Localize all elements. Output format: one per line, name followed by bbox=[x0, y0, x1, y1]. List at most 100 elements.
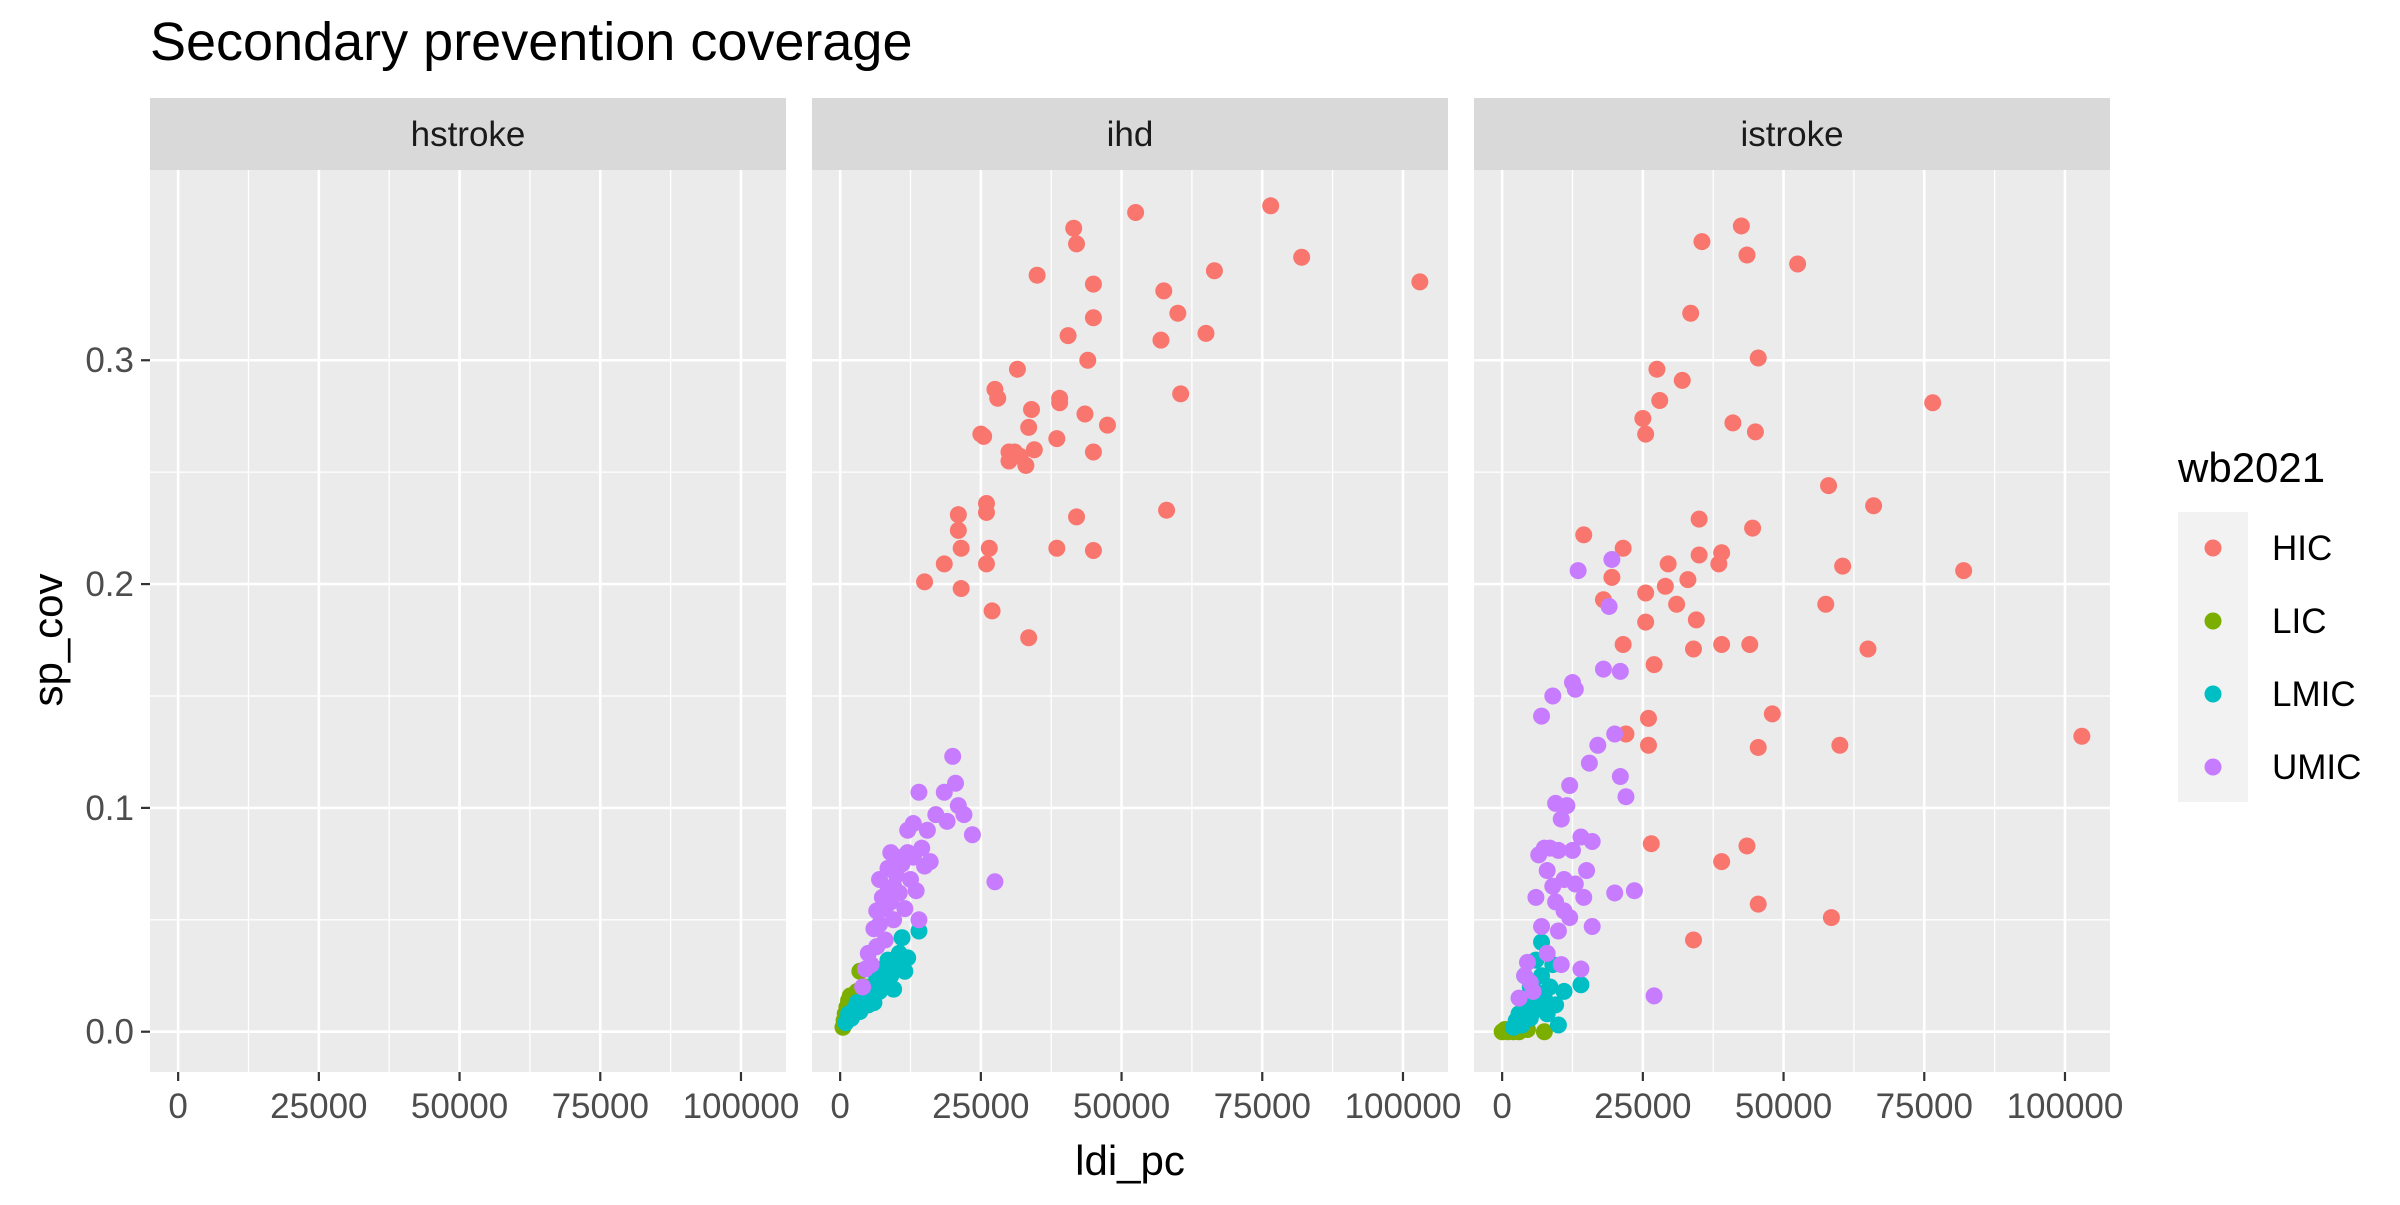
x-tick-label: 50000 bbox=[1073, 1087, 1170, 1126]
data-point bbox=[1155, 282, 1173, 300]
data-point bbox=[1524, 982, 1542, 1000]
data-point bbox=[1538, 944, 1556, 962]
data-point bbox=[1642, 835, 1660, 853]
data-point bbox=[1575, 526, 1593, 544]
data-point bbox=[918, 821, 936, 839]
data-point bbox=[944, 747, 962, 765]
data-point bbox=[1572, 960, 1590, 978]
data-point bbox=[1547, 996, 1565, 1014]
data-point bbox=[1611, 768, 1629, 786]
data-point bbox=[2073, 727, 2091, 745]
data-point bbox=[1084, 309, 1102, 327]
data-point bbox=[1533, 707, 1551, 725]
data-point bbox=[955, 806, 973, 824]
data-point bbox=[1205, 262, 1223, 280]
data-point bbox=[1611, 662, 1629, 680]
series-HIC-ihd bbox=[916, 197, 1429, 647]
data-point bbox=[907, 882, 925, 900]
data-point bbox=[1561, 777, 1579, 795]
facet-panel-hstroke: hstroke 0 25000 50000 75000 100000 bbox=[150, 98, 799, 1126]
data-point bbox=[1606, 884, 1624, 902]
x-tick-label: 0 bbox=[168, 1087, 187, 1126]
data-point bbox=[975, 427, 993, 445]
data-point bbox=[1020, 629, 1038, 647]
data-point bbox=[1673, 371, 1691, 389]
data-point bbox=[1028, 266, 1046, 284]
facet-strip-istroke bbox=[1474, 98, 2110, 170]
data-point bbox=[876, 931, 894, 949]
x-tick-label: 50000 bbox=[411, 1087, 508, 1126]
data-point bbox=[1603, 550, 1621, 568]
data-point bbox=[1685, 640, 1703, 658]
data-point bbox=[862, 956, 880, 974]
data-point bbox=[1859, 640, 1877, 658]
y-tick-label: 0.3 bbox=[85, 341, 134, 380]
data-point bbox=[1648, 360, 1666, 378]
data-point bbox=[1533, 918, 1551, 936]
legend-label-HIC: HIC bbox=[2272, 529, 2332, 568]
data-point bbox=[1558, 797, 1576, 815]
x-tick-label: 75000 bbox=[1876, 1087, 1973, 1126]
data-point bbox=[1955, 562, 1973, 580]
x-tick-label: 0 bbox=[830, 1087, 849, 1126]
panel-background-hstroke bbox=[150, 170, 786, 1072]
data-point bbox=[949, 521, 967, 539]
panel-background-istroke bbox=[1474, 170, 2110, 1072]
legend-key-LIC bbox=[2204, 612, 2222, 630]
x-axis-title: ldi_pc bbox=[1075, 1137, 1185, 1184]
data-point bbox=[1527, 888, 1545, 906]
data-point bbox=[1583, 832, 1601, 850]
data-point bbox=[1549, 1016, 1567, 1034]
data-point bbox=[1580, 754, 1598, 772]
data-point bbox=[1544, 687, 1562, 705]
data-point bbox=[1020, 418, 1038, 436]
data-point bbox=[1637, 584, 1655, 602]
data-point bbox=[1617, 788, 1635, 806]
facet-strip-hstroke bbox=[150, 98, 786, 170]
data-point bbox=[890, 884, 908, 902]
data-point bbox=[1690, 546, 1708, 564]
data-point bbox=[1076, 405, 1094, 423]
data-point bbox=[1169, 304, 1187, 322]
data-point bbox=[1048, 539, 1066, 557]
data-point bbox=[1152, 331, 1170, 349]
series-UMIC-ihd bbox=[854, 747, 1004, 996]
data-point bbox=[1578, 862, 1596, 880]
data-point bbox=[1172, 385, 1190, 403]
data-point bbox=[977, 555, 995, 573]
data-point bbox=[1025, 441, 1043, 459]
data-point bbox=[885, 911, 903, 929]
data-point bbox=[910, 911, 928, 929]
x-tick-label: 75000 bbox=[1214, 1087, 1311, 1126]
data-point bbox=[1068, 508, 1086, 526]
legend-label-LIC: LIC bbox=[2272, 602, 2326, 641]
data-point bbox=[1625, 882, 1643, 900]
data-point bbox=[1606, 725, 1624, 743]
legend: wb2021 HIC LIC LMIC UMIC bbox=[2177, 444, 2361, 802]
data-point bbox=[1048, 430, 1066, 448]
data-point bbox=[1744, 519, 1762, 537]
data-point bbox=[935, 555, 953, 573]
data-point bbox=[893, 929, 911, 947]
data-point bbox=[1569, 562, 1587, 580]
data-point bbox=[1538, 862, 1556, 880]
legend-key-UMIC bbox=[2204, 758, 2222, 776]
legend-label-UMIC: UMIC bbox=[2272, 748, 2361, 787]
data-point bbox=[1639, 709, 1657, 727]
legend-label-LMIC: LMIC bbox=[2272, 675, 2356, 714]
data-point bbox=[952, 580, 970, 598]
legend-key-HIC bbox=[2204, 539, 2222, 557]
data-point bbox=[1749, 349, 1767, 367]
data-point bbox=[1197, 324, 1215, 342]
data-point bbox=[1084, 275, 1102, 293]
data-point bbox=[1603, 568, 1621, 586]
data-point bbox=[1084, 443, 1102, 461]
data-point bbox=[1068, 235, 1086, 253]
data-point bbox=[1127, 204, 1145, 222]
y-tick-label: 0.0 bbox=[85, 1013, 134, 1052]
data-point bbox=[1017, 456, 1035, 474]
data-point bbox=[1713, 544, 1731, 562]
data-point bbox=[904, 815, 922, 833]
data-point bbox=[871, 915, 889, 933]
data-point bbox=[1822, 909, 1840, 927]
